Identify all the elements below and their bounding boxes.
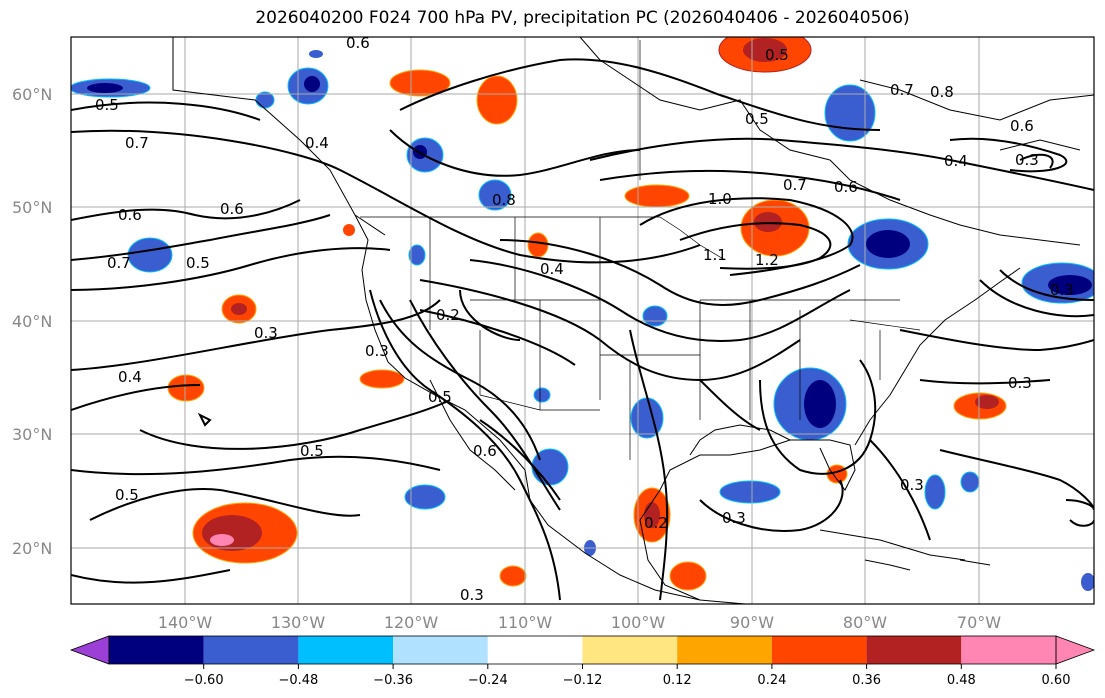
colorbar-tick-label: 0.36 [852,673,881,688]
contour-label: 0.5 [428,388,452,406]
contour-label: 0.7 [107,254,131,272]
colorbar-tick-label: −0.36 [373,673,413,688]
contour-label: 0.5 [765,46,789,64]
political-borders [360,40,921,460]
lon-label: 80°W [843,613,887,632]
lat-label: 40°N [12,312,52,331]
contour-label: 0.8 [492,191,516,209]
contour-label: 0.3 [1015,151,1039,169]
contour-label: 0.5 [115,486,139,504]
latitude-labels: 60°N 50°N 40°N 30°N 20°N [12,85,52,558]
contour-label: 0.8 [930,83,954,101]
contour-label: 0.5 [95,96,119,114]
contour-label: 0.4 [118,368,142,386]
colorbar-bin [677,636,772,664]
colorbar-tick-label: −0.48 [278,673,318,688]
colorbar-bin [393,636,488,664]
lon-label: 140°W [158,613,213,632]
lon-label: 130°W [271,613,326,632]
lat-label: 30°N [12,425,52,444]
contour-label: 0.2 [436,306,460,324]
colorbar-bin [771,636,867,664]
colorbar-tick-label: −0.12 [563,673,603,688]
colorbar-tick-label: 0.24 [757,673,786,688]
colorbar-bin [866,636,962,664]
colorbar-bin [582,636,678,664]
chart-title: 2026040200 F024 700 hPa PV, precipitatio… [255,8,910,28]
contour-label: 0.4 [540,260,564,278]
colorbar-bin [961,636,1056,664]
contour-label: 1.2 [755,251,779,269]
colorbar-extend-high [1055,635,1096,665]
contour-label: 0.2 [644,514,668,532]
longitude-labels: 140°W 130°W 120°W 110°W 100°W 90°W 80°W … [158,613,1001,632]
colorbar-tick-label: 0.48 [947,673,976,688]
pv-contours [71,58,1094,601]
lon-label: 90°W [730,613,774,632]
contour-label: 0.6 [220,200,244,218]
lat-label: 20°N [12,539,52,558]
colorbar-tick-label: 0.60 [1042,673,1071,688]
contour-label: 0.7 [125,134,149,152]
contour-label: 0.6 [1010,117,1034,135]
lat-label: 60°N [12,85,52,104]
contour-label: 1.0 [708,190,732,208]
colorbar-extend-low [69,635,110,665]
contour-labels: 0.6 0.5 0.5 0.7 0.5 0.7 0.8 0.6 0.4 0.4 … [95,34,1074,604]
contour-label: 0.4 [944,152,968,170]
contour-label: 1.1 [703,246,727,264]
contour-label: 0.3 [722,509,746,527]
colorbar-bin [109,636,204,664]
precip-shading [71,37,1094,591]
coastlines [172,37,1094,604]
lon-label: 110°W [498,613,553,632]
lon-label: 120°W [384,613,439,632]
contour-label: 0.5 [186,254,210,272]
colorbar-tick-label: −0.24 [468,673,508,688]
colorbar-bin [487,636,583,664]
contour-label: 0.6 [118,206,142,224]
contour-label: 0.5 [745,110,769,128]
contour-label: 0.7 [890,81,914,99]
colorbar-bin [203,636,299,664]
colorbar-tick-label: 0.12 [663,673,692,688]
contour-label: 0.5 [300,442,324,460]
colorbar-tick-label: −0.60 [184,673,224,688]
contour-label: 0.6 [346,34,370,52]
contour-label: 0.3 [1050,281,1074,299]
contour-label: 0.4 [305,134,329,152]
lon-label: 70°W [957,613,1001,632]
contour-label: 0.6 [834,178,858,196]
colorbar-bin [298,636,394,664]
contour-label: 0.6 [473,442,497,460]
contour-label: 0.3 [254,324,278,342]
lat-label: 50°N [12,198,52,217]
contour-label: 0.3 [900,476,924,494]
colorbar: −0.60 −0.48 −0.36 −0.24 −0.12 0.12 0.24 0.36 0.4… [69,635,1096,688]
contour-label: 0.7 [783,176,807,194]
contour-label: 0.3 [365,342,389,360]
lon-label: 100°W [611,613,666,632]
contour-label: 0.3 [1008,374,1032,392]
map-frame [70,36,1095,605]
contour-label: 0.3 [460,586,484,604]
